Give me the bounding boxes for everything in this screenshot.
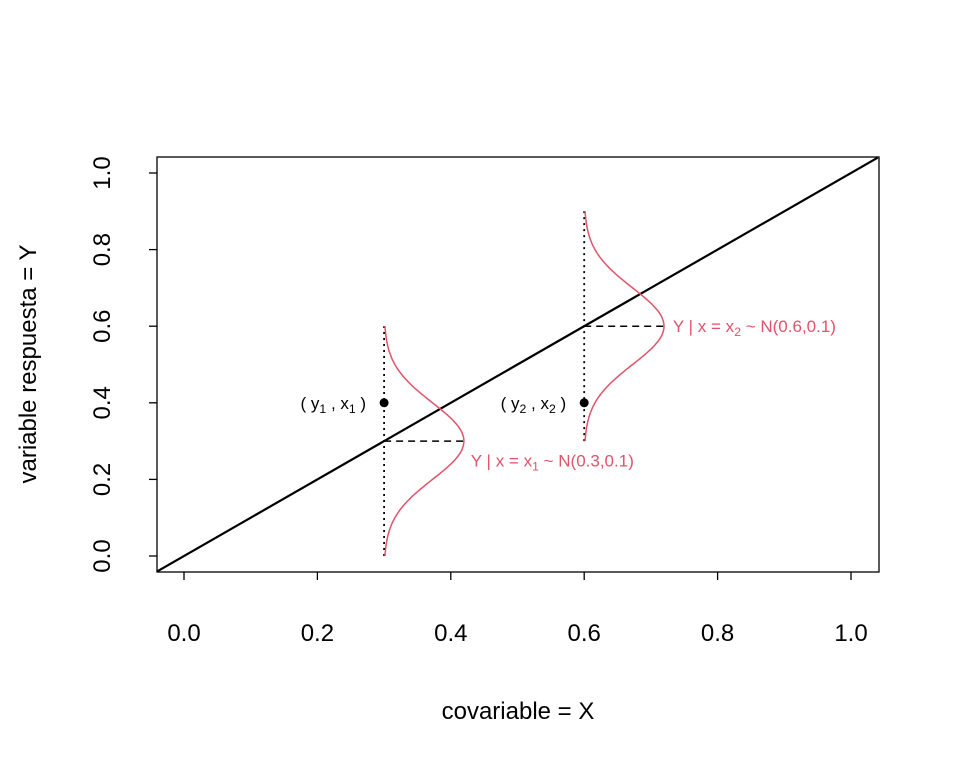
x-tick-label: 0.0 [167, 620, 200, 647]
x-tick-label: 0.4 [434, 620, 467, 647]
x-tick-label: 0.8 [701, 620, 734, 647]
data-point [579, 398, 589, 408]
density-label: Y | x = x1 ~ N(0.3,0.1) [471, 451, 634, 473]
y-tick-label: 0.8 [89, 233, 116, 266]
y-tick-label: 1.0 [89, 156, 116, 189]
x-tick-label: 0.6 [568, 620, 601, 647]
density-label: Y | x = x2 ~ N(0.6,0.1) [673, 317, 836, 339]
y-axis-label: variable respuesta = Y [15, 244, 42, 483]
x-axis-label: covariable = X [442, 698, 595, 725]
regression-line [157, 157, 879, 572]
plot-box [156, 156, 880, 573]
point-label: ( y2 , x2 ) [501, 394, 567, 416]
point-label: ( y1 , x1 ) [301, 394, 367, 416]
x-tick-label: 0.2 [301, 620, 334, 647]
density-curve [384, 326, 465, 557]
y-tick-label: 0.6 [89, 310, 116, 343]
y-tick-label: 0.4 [89, 386, 116, 419]
data-point [379, 398, 389, 408]
density-curve [584, 211, 665, 442]
y-tick-label: 0.0 [89, 539, 116, 572]
x-tick-label: 1.0 [834, 620, 867, 647]
y-tick-label: 0.2 [89, 463, 116, 496]
